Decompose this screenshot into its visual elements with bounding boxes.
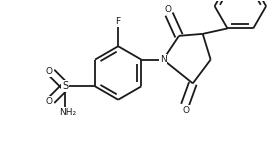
Text: N: N (160, 55, 166, 64)
Text: O: O (46, 97, 53, 106)
Text: O: O (46, 67, 53, 76)
Text: NH₂: NH₂ (59, 108, 76, 117)
Text: F: F (116, 17, 121, 26)
Text: S: S (62, 81, 68, 91)
Text: O: O (182, 106, 189, 115)
Text: O: O (164, 5, 172, 14)
